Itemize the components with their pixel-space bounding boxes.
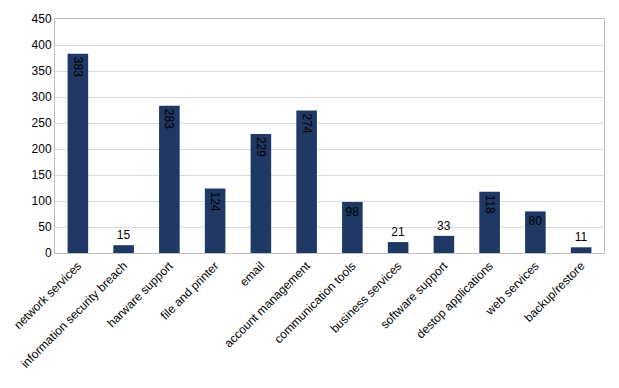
svg-text:150: 150 xyxy=(32,168,52,182)
svg-text:web services: web services xyxy=(482,259,542,319)
svg-text:software support: software support xyxy=(378,258,451,331)
svg-text:11: 11 xyxy=(575,230,588,244)
svg-text:account management: account management xyxy=(221,258,313,350)
svg-text:200: 200 xyxy=(32,142,52,156)
svg-text:350: 350 xyxy=(32,64,52,78)
svg-text:information security breach: information security breach xyxy=(18,259,130,371)
svg-text:98: 98 xyxy=(346,205,360,219)
svg-text:0: 0 xyxy=(45,246,52,260)
svg-text:15: 15 xyxy=(117,228,131,242)
svg-text:business services: business services xyxy=(328,259,405,336)
svg-text:destop applications: destop applications xyxy=(413,259,496,342)
svg-text:network services: network services xyxy=(11,259,84,332)
svg-text:file and printer: file and printer xyxy=(158,259,222,323)
svg-text:100: 100 xyxy=(32,194,52,208)
svg-text:21: 21 xyxy=(391,225,405,239)
svg-text:124: 124 xyxy=(208,192,222,212)
svg-text:backup/restore: backup/restore xyxy=(521,259,587,325)
svg-text:300: 300 xyxy=(32,90,52,104)
svg-text:400: 400 xyxy=(32,38,52,52)
svg-text:email: email xyxy=(237,259,267,289)
svg-text:450: 450 xyxy=(32,12,52,26)
svg-text:250: 250 xyxy=(32,116,52,130)
svg-text:229: 229 xyxy=(254,137,268,157)
svg-text:33: 33 xyxy=(437,219,451,233)
svg-text:communication tools: communication tools xyxy=(271,259,358,346)
svg-text:118: 118 xyxy=(483,195,497,214)
svg-text:274: 274 xyxy=(300,114,314,134)
svg-text:harware support: harware support xyxy=(105,258,177,330)
svg-text:283: 283 xyxy=(162,109,176,129)
svg-text:80: 80 xyxy=(529,214,543,228)
svg-text:383: 383 xyxy=(71,57,85,77)
svg-text:50: 50 xyxy=(38,220,52,234)
